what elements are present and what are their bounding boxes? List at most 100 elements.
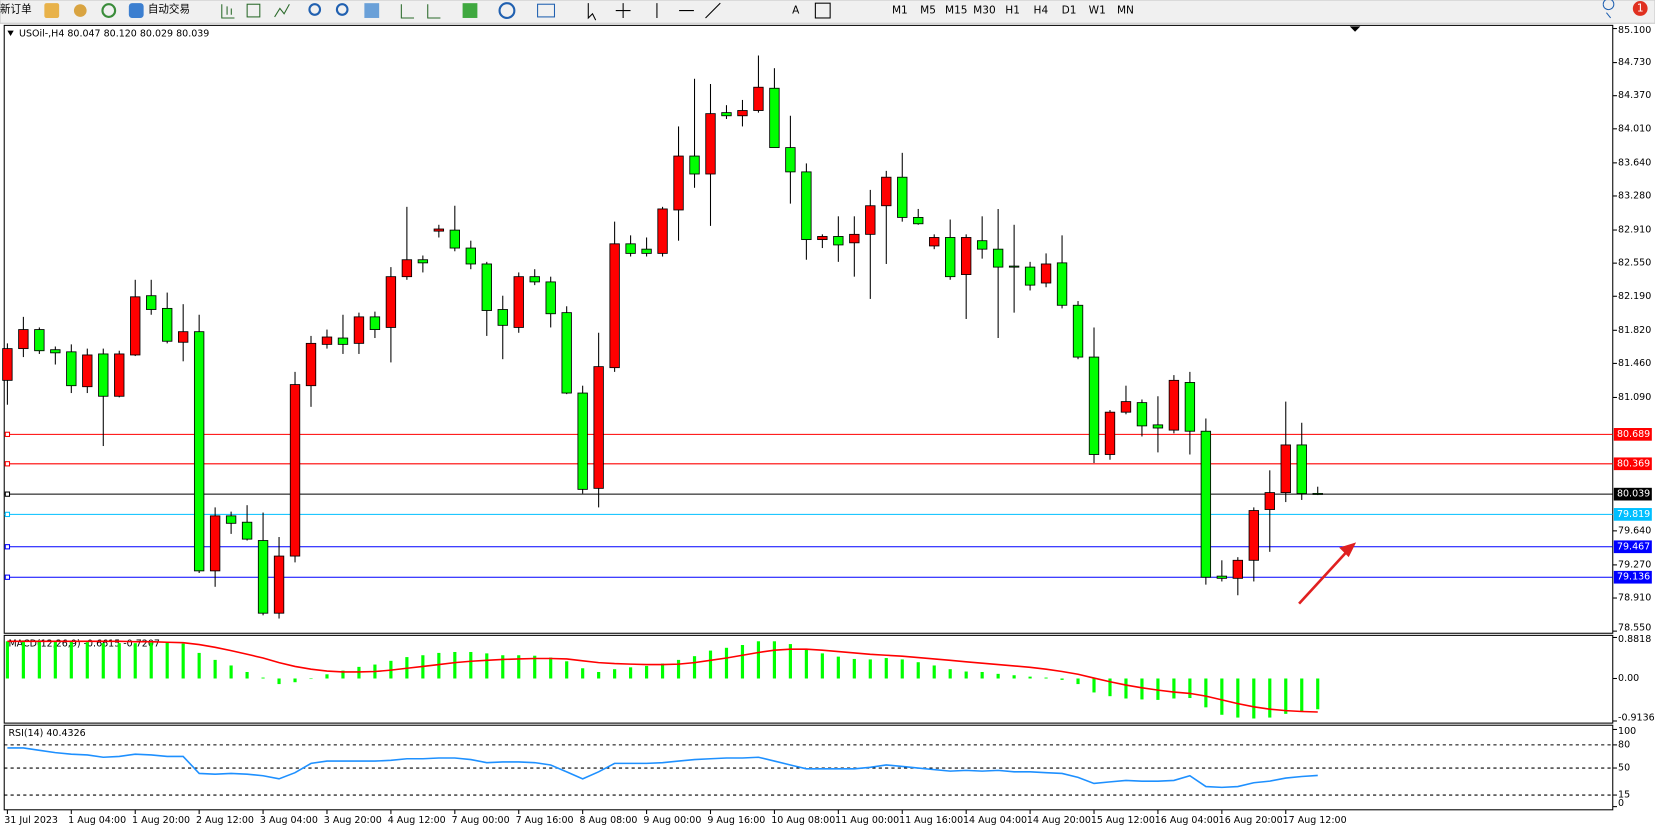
macd-bar bbox=[1172, 678, 1176, 699]
line-tools[interactable] bbox=[656, 2, 721, 19]
auto-trading-button[interactable]: 自动交易 bbox=[148, 3, 190, 16]
macd-bar bbox=[964, 671, 968, 679]
x-tick-label: 11 Aug 16:00 bbox=[899, 815, 963, 826]
candle-body bbox=[162, 307, 173, 342]
candle-body bbox=[177, 331, 189, 343]
macd-bar bbox=[644, 665, 649, 679]
candle-body bbox=[865, 205, 876, 235]
icon[interactable] bbox=[221, 4, 235, 19]
timeframe-button[interactable]: M5 bbox=[920, 5, 936, 17]
price-line-handle bbox=[4, 431, 11, 437]
candle-body bbox=[417, 259, 429, 264]
crosshair-tool[interactable] bbox=[615, 3, 631, 18]
zoom-in[interactable] bbox=[308, 3, 322, 16]
icon[interactable] bbox=[364, 3, 380, 18]
icon[interactable] bbox=[462, 3, 478, 18]
icon[interactable] bbox=[537, 3, 556, 18]
icon[interactable] bbox=[73, 4, 87, 17]
x-tick-label: 15 Aug 12:00 bbox=[1091, 815, 1155, 826]
timeframe-button[interactable]: H1 bbox=[1005, 5, 1020, 17]
icon[interactable] bbox=[101, 3, 117, 18]
macd-bar bbox=[53, 641, 57, 679]
auto-trading-icon[interactable] bbox=[128, 3, 144, 18]
macd-bar bbox=[1204, 678, 1208, 708]
timeframe-button[interactable]: M15 bbox=[945, 5, 968, 17]
y-tick-label: 81.820 bbox=[1618, 325, 1651, 336]
candle-body bbox=[337, 337, 349, 345]
x-tick-label: 7 Aug 16:00 bbox=[516, 815, 574, 826]
candle-body bbox=[1152, 424, 1164, 429]
search[interactable] bbox=[1602, 0, 1615, 19]
macd-bar bbox=[660, 663, 665, 679]
timeframe-button[interactable]: H4 bbox=[1034, 5, 1049, 17]
symbol-marker bbox=[7, 30, 14, 36]
x-tick-label: 3 Aug 20:00 bbox=[324, 815, 382, 826]
arrow-annotation bbox=[1298, 542, 1357, 605]
y-tick-label: 79.270 bbox=[1618, 559, 1651, 570]
macd-bar bbox=[213, 659, 217, 679]
y-tick-label: 78.910 bbox=[1618, 593, 1651, 604]
candle-body bbox=[465, 247, 476, 265]
macd-bar bbox=[597, 671, 601, 679]
candle-body bbox=[82, 354, 93, 388]
macd-bar bbox=[820, 653, 824, 679]
icon[interactable] bbox=[44, 3, 60, 18]
candle-body bbox=[801, 171, 812, 241]
candle-body bbox=[561, 312, 572, 394]
timeframe-button[interactable]: M1 bbox=[892, 5, 908, 17]
zoom-out[interactable] bbox=[335, 3, 349, 16]
candle-body bbox=[1024, 266, 1036, 286]
text-tool[interactable]: A bbox=[792, 5, 800, 17]
notification-badge[interactable] bbox=[1632, 1, 1648, 16]
icon[interactable] bbox=[246, 3, 261, 18]
macd-bar bbox=[613, 669, 617, 679]
timeframe-button[interactable]: D1 bbox=[1062, 5, 1077, 17]
timeframe-button[interactable]: W1 bbox=[1089, 5, 1106, 17]
candle-body bbox=[481, 263, 492, 311]
macd-bar bbox=[565, 661, 569, 679]
icon[interactable] bbox=[427, 4, 441, 19]
y-tick-label: 50 bbox=[1618, 763, 1630, 774]
x-tick-label: 8 Aug 08:00 bbox=[579, 815, 637, 826]
icon[interactable] bbox=[498, 2, 516, 20]
timeframe-button[interactable]: M30 bbox=[973, 5, 996, 17]
candle-body bbox=[529, 276, 540, 283]
candle-body bbox=[545, 281, 556, 315]
y-tick-label: 0.00 bbox=[1618, 673, 1639, 684]
macd-bar bbox=[1140, 678, 1144, 700]
macd-panel bbox=[3, 634, 1614, 724]
x-tick-label: 9 Aug 00:00 bbox=[643, 815, 701, 826]
cursor-tool[interactable] bbox=[587, 3, 597, 21]
price-label-box bbox=[1613, 540, 1652, 554]
icon[interactable] bbox=[400, 4, 415, 19]
label-tool[interactable] bbox=[814, 2, 831, 19]
candle-body bbox=[641, 248, 652, 254]
macd-bar bbox=[916, 662, 920, 679]
candle-body bbox=[1216, 575, 1228, 579]
y-tick-label: 78.550 bbox=[1618, 622, 1651, 633]
candle-body bbox=[1168, 379, 1180, 431]
macd-bar bbox=[485, 653, 489, 679]
candle-body bbox=[1088, 356, 1100, 455]
macd-bar bbox=[676, 659, 681, 679]
candle-body bbox=[577, 392, 588, 490]
candle-body bbox=[1248, 510, 1259, 561]
price-line-handle bbox=[4, 461, 11, 467]
y-tick-label: 84.010 bbox=[1618, 123, 1651, 134]
timeframe-button[interactable]: MN bbox=[1117, 5, 1134, 17]
candle-body bbox=[1280, 444, 1291, 494]
macd-bar bbox=[1124, 678, 1128, 699]
price-line-handle bbox=[4, 544, 11, 550]
new-order-button[interactable]: 新订单 bbox=[0, 3, 32, 16]
candle-body bbox=[1232, 559, 1244, 579]
x-tick-label: 3 Aug 04:00 bbox=[260, 815, 318, 826]
x-tick-label: 14 Aug 04:00 bbox=[963, 815, 1027, 826]
y-tick-label: 84.730 bbox=[1618, 57, 1651, 68]
macd-bar bbox=[884, 658, 888, 679]
macd-bar bbox=[69, 641, 73, 679]
price-line-handle bbox=[4, 574, 11, 580]
icon[interactable] bbox=[274, 3, 290, 18]
price-label: 80.689 bbox=[1617, 429, 1650, 440]
macd-bar bbox=[165, 642, 169, 679]
